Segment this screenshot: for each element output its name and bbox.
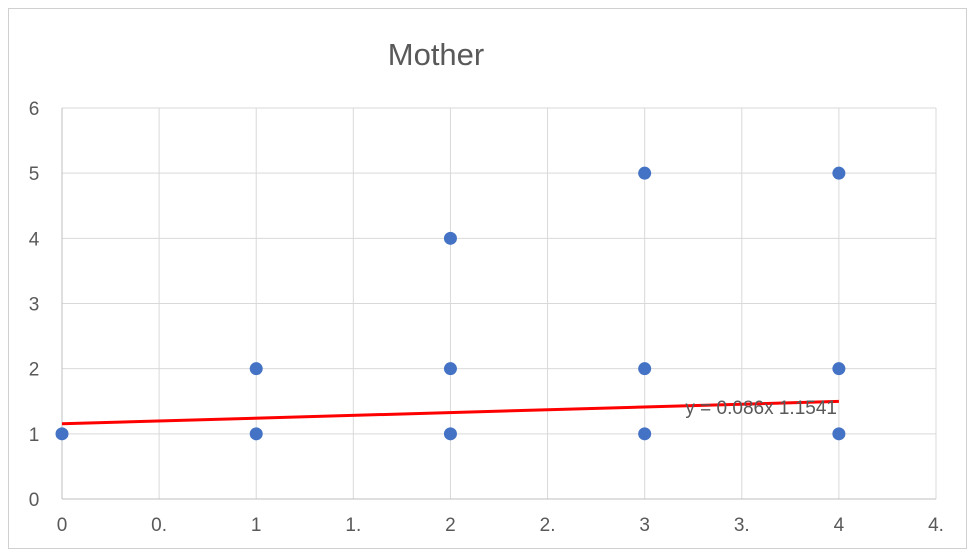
data-point [832, 362, 845, 375]
data-point [56, 427, 69, 440]
chart-frame: 0 1 2 3 4 5 6 0 0. 1 1. 2 2. 3 3. 4 4. Mother y = 0.086x… [8, 8, 967, 549]
data-point [638, 427, 651, 440]
x-tick-label: 2. [540, 515, 556, 536]
y-tick-label: 4 [29, 229, 40, 250]
data-point [638, 362, 651, 375]
data-point [444, 232, 457, 245]
data-point [444, 427, 457, 440]
x-tick-label: 4 [834, 515, 845, 536]
y-tick-label: 6 [29, 99, 40, 120]
x-tick-label: 2 [445, 515, 456, 536]
y-tick-label: 0 [29, 490, 40, 511]
y-tick-label: 3 [29, 295, 40, 316]
data-point [444, 362, 457, 375]
y-tick-label: 1 [29, 425, 40, 446]
trendline-equation: y = 0.086x 1.1541 [685, 398, 837, 419]
x-tick-label: 1 [251, 515, 262, 536]
y-tick-label: 2 [29, 360, 40, 381]
x-tick-label: 0 [57, 515, 68, 536]
x-tick-label: 0. [151, 515, 167, 536]
x-tick-label: 1. [345, 515, 361, 536]
x-tick-label: 3. [734, 515, 750, 536]
tick-labels: 0 1 2 3 4 5 6 0 0. 1 1. 2 2. 3 3. 4 4. [29, 99, 944, 536]
data-point [250, 427, 263, 440]
x-tick-label: 4. [928, 515, 944, 536]
grid-lines [62, 108, 936, 499]
data-point [832, 427, 845, 440]
data-point [638, 167, 651, 180]
data-point [250, 362, 263, 375]
scatter-chart: 0 1 2 3 4 5 6 0 0. 1 1. 2 2. 3 3. 4 4. Mother y = 0.086x… [9, 9, 968, 550]
y-tick-label: 5 [29, 164, 40, 185]
chart-title: Mother [388, 37, 484, 72]
data-point [832, 167, 845, 180]
x-tick-label: 3 [639, 515, 650, 536]
